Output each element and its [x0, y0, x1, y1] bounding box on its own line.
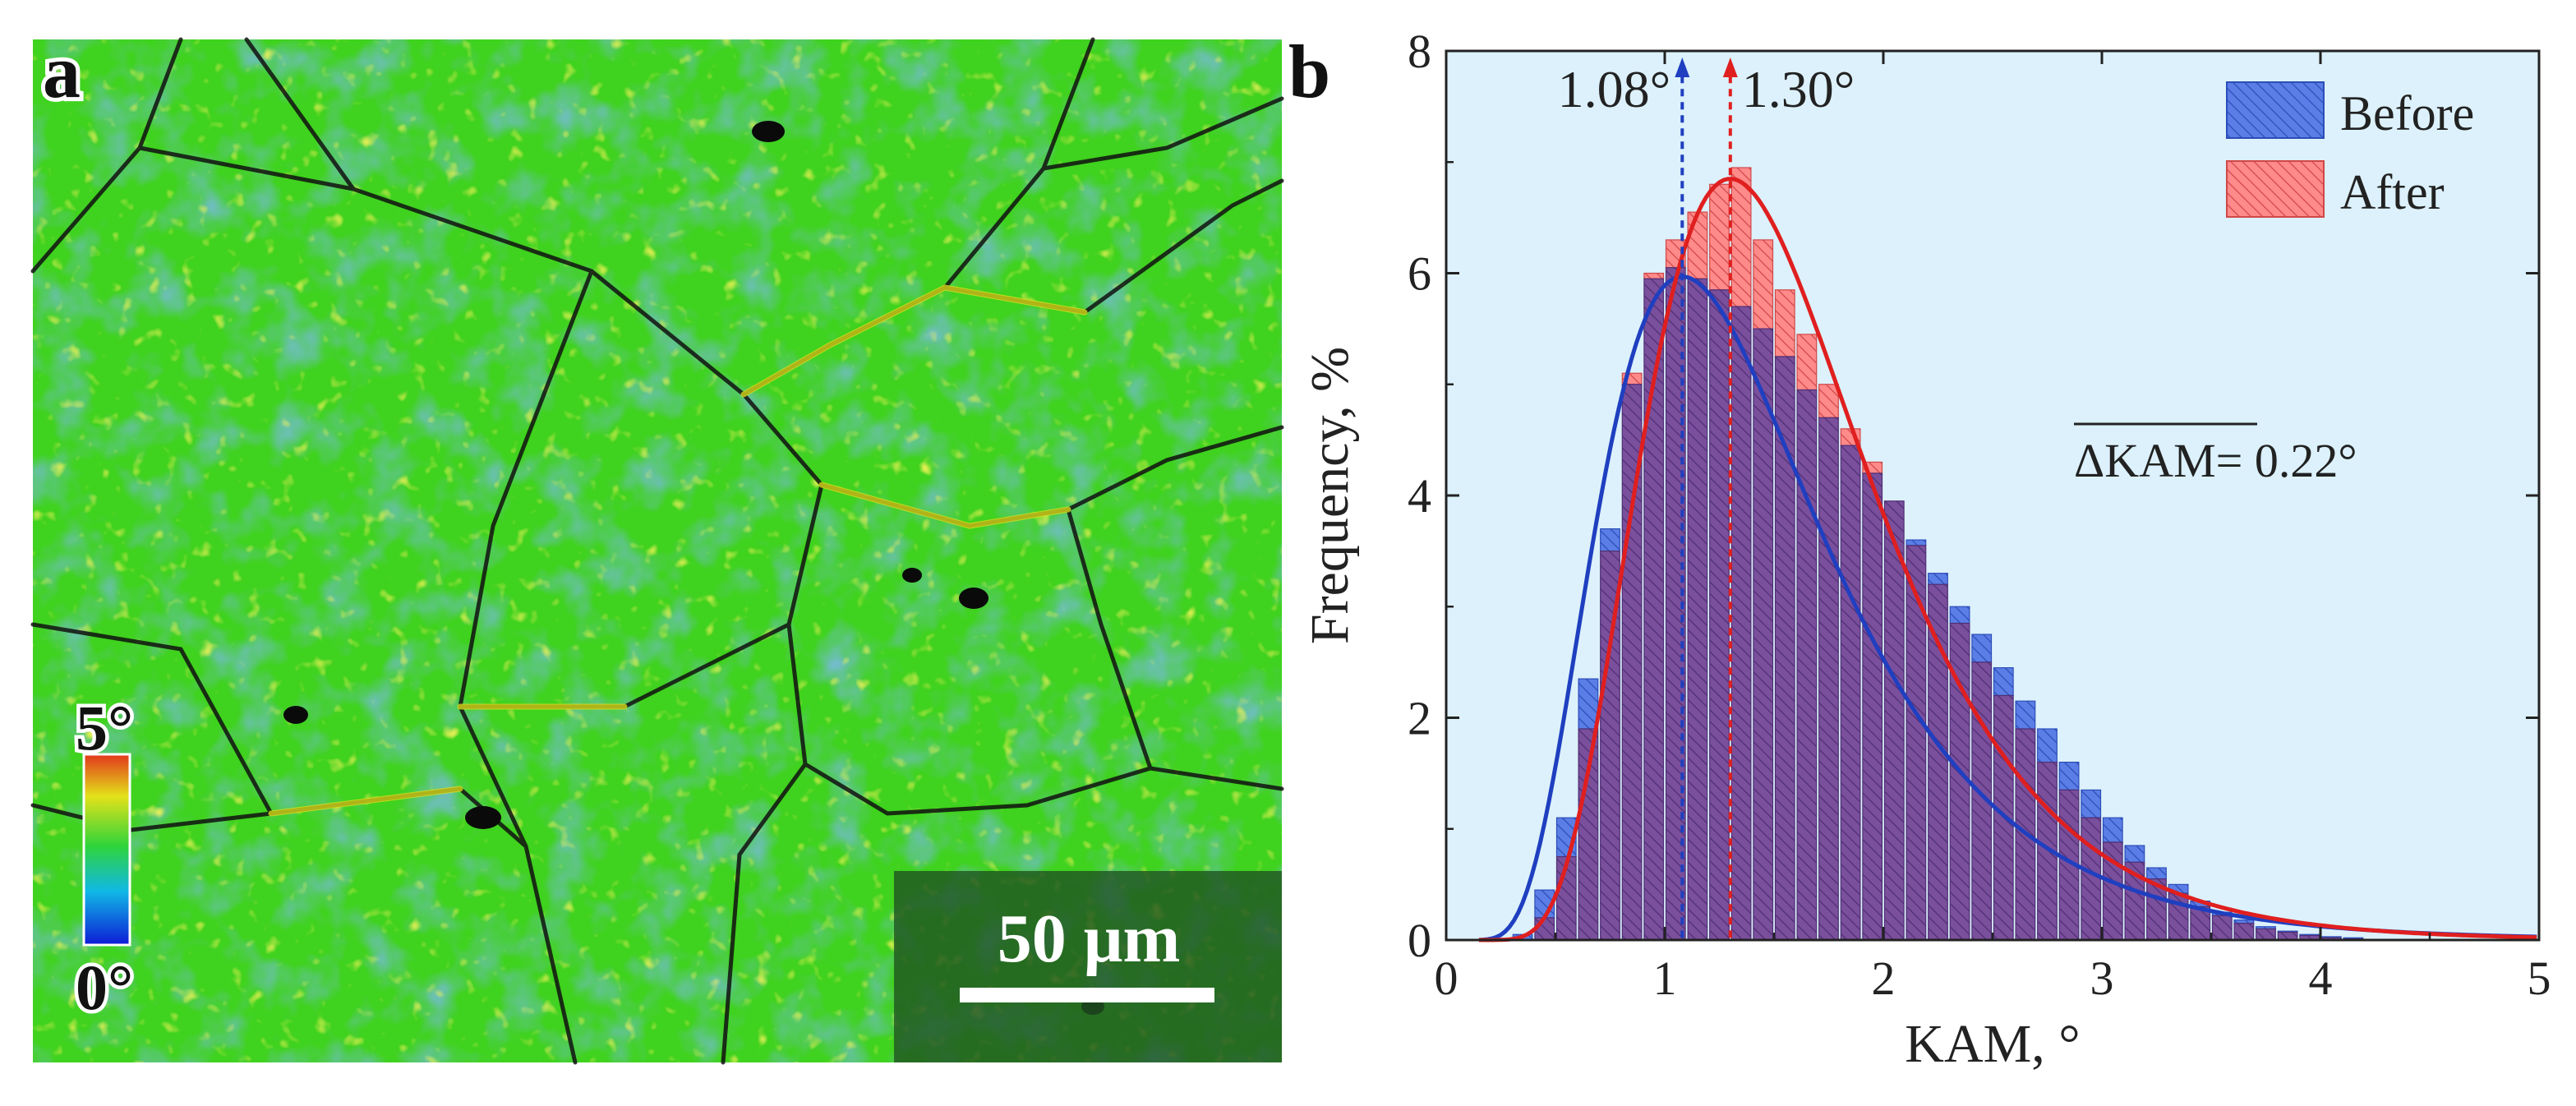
peak-arrow-after	[1722, 58, 1738, 77]
legend: Before After	[2226, 81, 2474, 219]
bar-after	[1818, 384, 1839, 418]
bar-before	[2058, 761, 2080, 791]
bar-before	[2233, 919, 2255, 924]
bars-overlap-group	[1534, 267, 2364, 941]
bar-overlap	[1818, 417, 1839, 941]
panel-b-label: b	[1288, 30, 1330, 113]
legend-swatch-before	[2226, 81, 2325, 139]
bar-before	[2081, 789, 2102, 818]
scale-bar-line	[960, 988, 1214, 1002]
y-tick-label: 6	[1408, 247, 1431, 301]
bar-after	[1709, 183, 1730, 291]
bar-before	[1928, 573, 1948, 585]
bar-overlap	[1709, 289, 1730, 941]
bar-overlap	[1906, 545, 1927, 941]
x-tick-label: 0	[1435, 952, 1459, 1005]
bar-before	[1578, 678, 1599, 730]
x-tick-label: 3	[2090, 952, 2114, 1005]
x-tick-label: 5	[2528, 952, 2551, 1005]
delta-kam-symbol: ΔKAM	[2074, 434, 2216, 487]
bar-after	[1643, 272, 1665, 279]
bar-before	[1906, 539, 1927, 546]
x-tick-label: 2	[1872, 952, 1896, 1005]
delta-kam-annotation: ΔKAM= 0.22°	[2074, 422, 2357, 487]
bar-overlap	[1796, 389, 1818, 941]
bar-after	[1796, 334, 1818, 391]
bar-overlap	[1840, 445, 1861, 941]
bar-before	[2102, 817, 2123, 843]
colorbar-max-label: 5°	[76, 692, 133, 763]
y-tick-label: 2	[1408, 692, 1431, 745]
x-axis-ticks: 0 1 2 3 4 5	[1435, 51, 2551, 1005]
colorbar: 5° 0°	[72, 689, 137, 1027]
bar-after	[1687, 211, 1708, 279]
bar-overlap	[2211, 915, 2233, 941]
bar-overlap	[1753, 328, 1774, 941]
peak-label-after: 1.30°	[1742, 60, 1855, 118]
peak-markers	[1675, 58, 1738, 938]
bar-before	[1600, 528, 1620, 552]
bar-before	[2037, 728, 2058, 763]
legend-label-after: After	[2340, 165, 2445, 219]
bar-overlap	[2256, 928, 2276, 941]
peak-label-before: 1.08°	[1558, 60, 1671, 118]
bar-overlap	[1687, 278, 1708, 941]
delta-kam-label: ΔKAM= 0.22°	[2074, 434, 2357, 487]
y-tick-label: 8	[1408, 25, 1431, 78]
colorbar-gradient	[82, 753, 131, 947]
peak-arrow-before	[1675, 58, 1690, 77]
bar-overlap	[2081, 817, 2102, 941]
bar-overlap	[1883, 500, 1905, 941]
y-tick-label: 0	[1408, 914, 1431, 967]
bar-overlap	[1730, 306, 1752, 941]
histogram-chart: 1.08° 1.30° ΔKAM= 0.22° Before After 0 1 2…	[1300, 25, 2551, 1074]
legend-swatch-after	[2226, 160, 2325, 218]
bar-before	[1949, 606, 1970, 624]
fit-curve-after	[1478, 177, 2537, 942]
bar-overlap	[1928, 583, 1948, 941]
bar-after	[1753, 239, 1774, 329]
y-axis-ticks: 0 2 4 6 8	[1408, 25, 2539, 967]
x-tick-label: 4	[2309, 952, 2333, 1005]
kam-map-panel: a 5° 0° 50 μm	[30, 25, 1284, 1065]
bar-before	[1971, 634, 1993, 663]
grain-boundaries	[30, 37, 1284, 1065]
panel-a-label: a	[43, 30, 81, 113]
y-tick-label: 4	[1408, 469, 1431, 523]
bar-before	[2124, 845, 2145, 863]
bar-overlap	[2233, 923, 2255, 941]
bar-overlap	[1862, 472, 1883, 941]
bar-before	[2146, 867, 2167, 880]
colorbar-min-label: 0°	[76, 952, 133, 1023]
bar-before	[1993, 667, 2014, 697]
delta-kam-value: = 0.22°	[2216, 434, 2357, 487]
x-axis-label: KAM, °	[1905, 1014, 2080, 1074]
scale-bar-label: 50 μm	[998, 901, 1181, 977]
scale-bar: 50 μm	[894, 871, 1282, 1062]
x-tick-label: 1	[1653, 952, 1677, 1005]
boundary-highlights	[268, 284, 1088, 817]
bar-before	[2015, 700, 2036, 730]
bar-after	[1774, 289, 1795, 357]
legend-label-before: Before	[2340, 86, 2474, 141]
y-axis-label: Frequency, %	[1300, 347, 1360, 644]
scale-bar-backdrop	[894, 871, 1282, 1062]
